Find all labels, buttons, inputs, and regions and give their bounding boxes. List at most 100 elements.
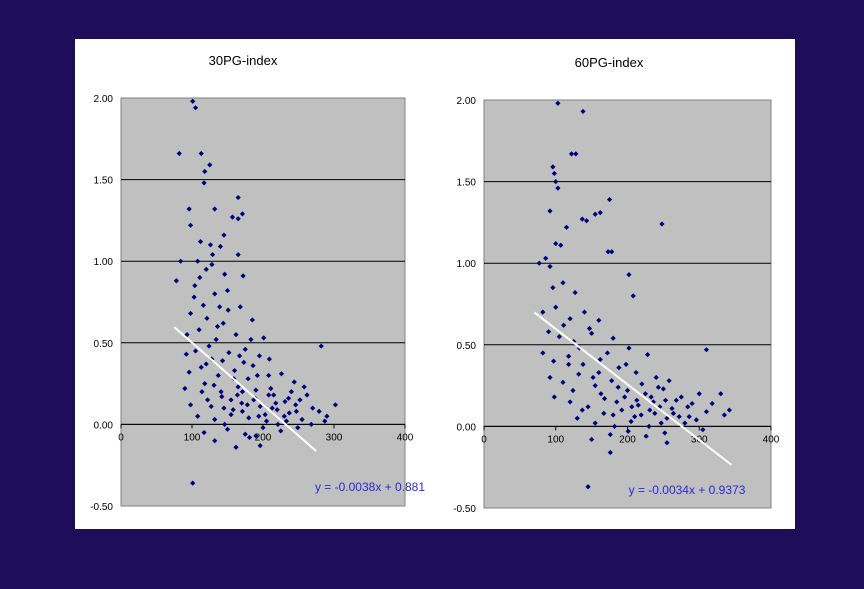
data-point xyxy=(186,206,192,212)
data-point xyxy=(228,412,234,418)
data-point xyxy=(551,394,557,400)
data-point xyxy=(239,389,246,395)
data-point xyxy=(235,216,241,222)
data-point xyxy=(197,239,204,245)
data-point xyxy=(662,397,669,403)
data-point xyxy=(628,418,634,425)
data-point xyxy=(183,351,189,357)
data-point xyxy=(248,336,254,343)
data-point xyxy=(611,423,618,429)
data-point xyxy=(250,363,256,369)
y-tick-label: 1.50 xyxy=(457,178,477,189)
data-point xyxy=(212,291,218,297)
data-point xyxy=(658,420,664,426)
data-point xyxy=(217,304,223,310)
y-tick-label: 1.00 xyxy=(94,257,114,268)
plot-area xyxy=(120,97,406,507)
data-point xyxy=(540,309,546,315)
data-point xyxy=(551,170,557,177)
data-point xyxy=(218,389,224,395)
data-point xyxy=(646,423,652,429)
data-point xyxy=(619,407,625,413)
data-point xyxy=(592,211,598,217)
data-point xyxy=(596,317,602,323)
data-point xyxy=(685,404,691,410)
data-point xyxy=(241,359,247,365)
data-point xyxy=(596,369,602,376)
data-point xyxy=(256,353,263,359)
data-point xyxy=(233,332,239,338)
data-point xyxy=(173,278,179,284)
data-point xyxy=(625,428,631,434)
data-point xyxy=(203,361,209,367)
data-point xyxy=(585,404,591,410)
trendline xyxy=(173,326,317,452)
data-point xyxy=(568,151,575,157)
data-point xyxy=(278,428,284,434)
data-point xyxy=(670,410,677,416)
data-point xyxy=(281,413,287,419)
data-point xyxy=(547,208,553,214)
data-point xyxy=(242,431,248,437)
data-point xyxy=(235,384,241,390)
data-point xyxy=(182,385,188,392)
data-point xyxy=(186,369,192,375)
data-point xyxy=(214,323,221,330)
data-point xyxy=(550,358,557,364)
data-point xyxy=(570,387,576,394)
data-point xyxy=(239,400,245,406)
data-point xyxy=(263,418,270,424)
data-point xyxy=(233,444,239,450)
data-point xyxy=(566,361,572,367)
data-point xyxy=(580,361,586,367)
data-point xyxy=(567,316,573,322)
data-point xyxy=(266,372,272,379)
data-point xyxy=(268,385,274,392)
data-point xyxy=(190,480,196,486)
data-point xyxy=(545,329,552,335)
data-point xyxy=(212,206,218,212)
data-point xyxy=(244,402,250,408)
data-point xyxy=(632,414,638,420)
data-point xyxy=(555,185,561,191)
data-point xyxy=(678,394,684,400)
data-point xyxy=(553,304,559,310)
data-point xyxy=(208,403,214,410)
data-point xyxy=(234,392,241,398)
x-tick-label: 200 xyxy=(255,432,272,443)
data-point xyxy=(592,420,598,426)
data-point xyxy=(224,287,231,294)
data-point xyxy=(299,416,305,423)
data-point xyxy=(199,389,205,395)
data-point xyxy=(553,241,559,247)
data-point xyxy=(246,415,252,421)
data-point xyxy=(607,449,613,456)
data-point xyxy=(249,317,255,323)
x-tick-label: 400 xyxy=(397,432,414,443)
data-point xyxy=(622,394,628,400)
data-point xyxy=(664,440,670,446)
chart-slide: 2.00 1.50 1.00 0.50 0.00 -0.50 0 100 200 300 400 30… xyxy=(75,39,795,529)
data-point xyxy=(196,327,202,333)
data-point xyxy=(219,394,225,400)
data-point xyxy=(609,249,615,255)
data-point xyxy=(246,434,253,441)
data-point xyxy=(592,383,598,389)
data-point xyxy=(634,397,640,403)
data-point xyxy=(650,399,656,405)
data-point xyxy=(686,414,692,420)
data-point xyxy=(567,399,573,405)
data-point xyxy=(220,320,226,326)
data-point xyxy=(205,397,211,403)
data-point xyxy=(555,100,561,106)
data-point xyxy=(721,412,727,418)
data-point xyxy=(201,429,207,436)
data-point xyxy=(598,391,604,397)
data-point xyxy=(547,374,553,381)
data-point xyxy=(586,325,593,332)
y-tick-label: 0.50 xyxy=(457,341,477,352)
y-tick-label: 1.00 xyxy=(457,259,477,270)
data-point xyxy=(206,343,212,349)
data-point xyxy=(310,405,316,411)
data-point xyxy=(676,414,682,420)
